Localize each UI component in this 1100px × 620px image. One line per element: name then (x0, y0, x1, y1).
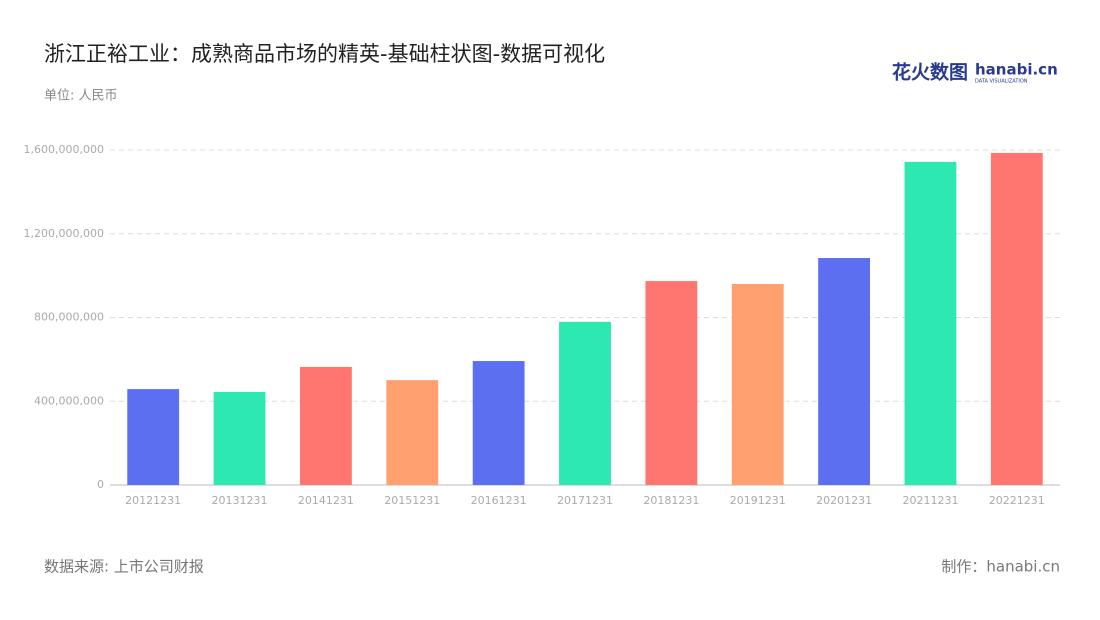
bar (818, 258, 870, 485)
x-tick-label: 20141231 (298, 494, 354, 507)
logo-site: hanabi.cn (975, 61, 1058, 79)
y-tick-label: 1,600,000,000 (24, 143, 104, 156)
x-tick-label: 20211231 (902, 494, 958, 507)
bar (127, 389, 180, 485)
y-tick-label: 1,200,000,000 (24, 227, 104, 240)
y-tick-label: 800,000,000 (34, 311, 104, 324)
logo-brand: 花火数图 (892, 61, 968, 84)
x-tick-label: 20121231 (125, 494, 181, 507)
credit: 制作：hanabi.cn (941, 558, 1060, 576)
bar (472, 361, 525, 485)
x-tick-label: 20151231 (384, 494, 440, 507)
bar (213, 392, 266, 485)
x-tick-label: 20131231 (212, 494, 268, 507)
x-tick-label: 20221231 (989, 494, 1045, 507)
bar (645, 281, 698, 485)
x-tick-label: 20171231 (557, 494, 613, 507)
logo-tagline: DATA VISUALIZATION (975, 79, 1028, 85)
bar (300, 366, 352, 485)
x-tick-label: 20191231 (730, 494, 786, 507)
bar (990, 152, 1043, 485)
source: 数据来源: 上市公司财报 (44, 558, 204, 576)
bar (904, 161, 957, 485)
bar (559, 321, 611, 485)
bar (731, 284, 784, 485)
x-tick-label: 20161231 (471, 494, 527, 507)
x-tick-label: 20201231 (816, 494, 872, 507)
y-tick-label: 0 (97, 478, 104, 491)
chart-title: 浙江正裕工业：成熟商品市场的精英-基础柱状图-数据可视化 (44, 42, 605, 66)
unit-label: 单位: 人民币 (44, 89, 118, 104)
x-tick-label: 20181231 (643, 494, 699, 507)
bar (386, 380, 439, 485)
y-tick-label: 400,000,000 (34, 394, 104, 407)
